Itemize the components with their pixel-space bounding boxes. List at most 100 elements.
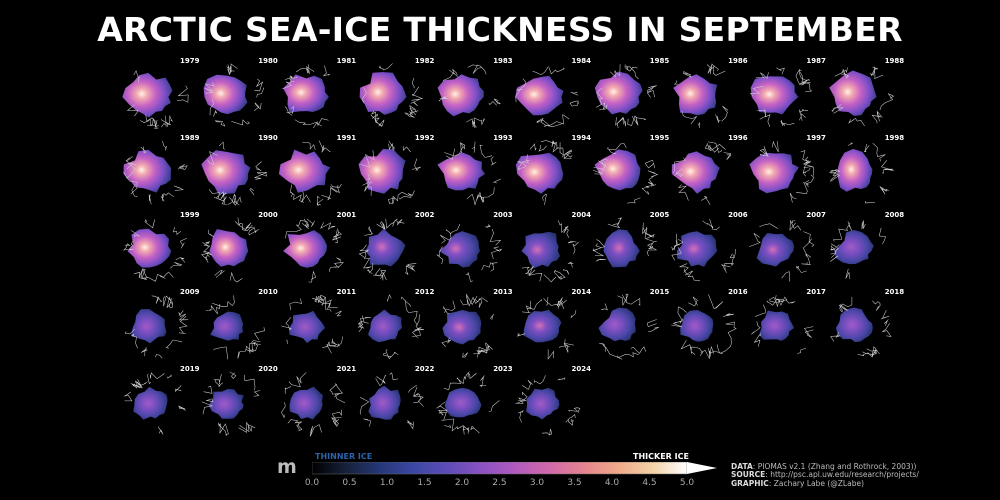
year-label: 2019 [180,365,200,373]
year-panel: 2012 [355,288,435,363]
coastline [202,371,261,436]
year-panel: 2018 [825,288,904,363]
polar-map [358,218,417,281]
year-panel: 1984 [512,57,591,132]
coastline [599,293,659,360]
year-label: 1987 [806,57,826,65]
polar-map [594,64,657,128]
colorbar-tick-label: 2.5 [492,478,507,488]
colorbar-high-label: THICKER ICE [633,452,689,461]
sea-ice-area [673,74,718,116]
credit-graphic: GRAPHIC: Zachary Labe (@ZLabe) [731,478,865,488]
year-label: 1986 [728,57,748,65]
year-label: 2014 [571,288,591,296]
sea-ice-area [208,388,245,419]
coastline [759,140,815,203]
year-panel: 2019 [120,365,200,440]
year-label: 1992 [414,134,435,142]
year-panel: 2013 [433,288,513,363]
polar-map [828,66,894,127]
year-panel: 2007 [746,211,826,286]
sea-ice-area [201,150,251,194]
credits-block: DATA: PIOMAS v2.1 (Zhang and Rothrock, 2… [731,462,919,488]
year-panel: 2011 [277,288,356,363]
colorbar-tick-label: 5.0 [679,478,695,488]
polar-map [514,66,579,127]
sea-ice-area [515,152,563,194]
year-panel: 1999 [120,211,199,286]
year-label: 1994 [571,134,591,142]
sea-ice-area [828,70,877,116]
polar-map [359,63,424,128]
sea-ice-area [438,231,481,268]
year-label: 2005 [649,211,670,219]
polar-map [441,294,495,359]
sea-ice-area [514,75,564,116]
polar-map [122,70,189,129]
sea-ice-area [749,152,800,194]
year-label: 2000 [258,211,278,219]
coastline [671,294,737,359]
coastline [123,219,187,282]
year-panel: 1981 [277,57,356,132]
year-panel: 2024 [512,365,591,440]
year-panel: 2002 [355,211,434,286]
year-panel: 1979 [120,57,199,132]
coastline [831,66,894,127]
coastline [673,141,732,206]
coastline [521,220,579,283]
colorbar-low-label: THINNER ICE [315,452,373,461]
year-label: 1984 [571,57,591,65]
colorbar-tick-label: 4.0 [604,478,620,488]
chart-title: ARCTIC SEA-ICE THICKNESS IN SEPTEMBER [97,10,903,49]
year-label: 2012 [414,288,435,296]
year-panel: 1986 [668,57,748,132]
year-label: 2010 [258,288,278,296]
credit-source: SOURCE: http://psc.apl.uw.edu/research/p… [731,470,919,480]
coastline [436,223,503,282]
coastline [751,295,814,354]
year-panel: 2010 [198,288,278,363]
year-panel: 1993 [433,134,513,209]
year-label: 2004 [571,211,591,219]
sea-ice-area [836,148,873,192]
year-label: 2016 [728,288,748,296]
sea-ice-area [123,149,172,193]
year-label: 1995 [649,134,670,142]
sea-ice-area [437,152,486,191]
polar-map [281,64,330,129]
sea-ice-area [278,149,330,193]
sea-ice-area [131,309,167,344]
polar-map [437,64,501,129]
sea-ice-area [368,385,401,420]
polar-map [750,67,813,127]
polar-map [123,219,187,282]
colorbar-tick-label: 0.5 [342,478,357,488]
coastline [281,64,330,129]
year-panel: 2021 [277,365,356,440]
polar-map [829,297,892,358]
year-panel: 1991 [277,134,356,209]
sea-ice-area [603,229,640,268]
colorbar-tick-label: 4.5 [642,478,657,488]
coastline [441,294,495,359]
polar-map [828,142,894,204]
coastline [280,294,343,354]
year-panel: 1992 [355,134,435,209]
sea-ice-area [288,310,325,344]
coastline [358,218,417,281]
year-panel: 1985 [590,57,670,132]
colorbar-extend-arrow [687,462,717,474]
polar-map [437,141,502,205]
colorbar-tick-label: 1.5 [417,478,432,488]
polar-map [280,294,343,354]
polar-map [671,141,732,206]
sea-ice-area [522,309,561,343]
coastline [357,294,424,360]
year-label: 1985 [649,57,670,65]
coastline [674,63,729,129]
year-panel: 2014 [512,288,591,363]
year-panel: 2006 [668,211,748,286]
coastline [204,63,265,127]
